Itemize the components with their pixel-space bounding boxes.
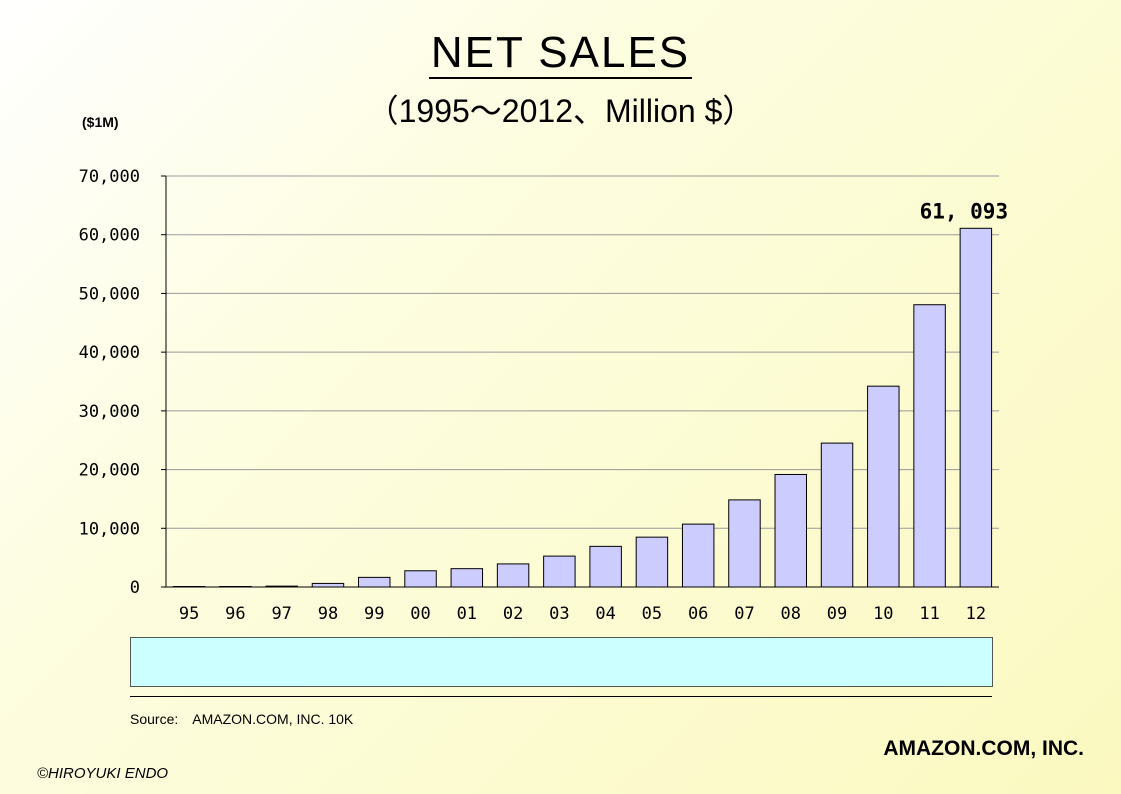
bar-98 (311, 582, 345, 588)
x-tick-label: 02 (503, 604, 523, 624)
x-tick-label: 06 (688, 604, 708, 624)
bar-chart: 0 10,000 20,000 30,000 40,000 50,000 60,000 70,… (79, 167, 1009, 624)
copyright-notice: ©HIROYUKI ENDO (37, 765, 169, 782)
x-tick-label: 08 (781, 604, 801, 624)
x-tick-label: 07 (734, 604, 754, 624)
bar-10 (867, 385, 900, 588)
chart-subtitle: （1995～2012、Million $） (366, 93, 755, 129)
divider-line (130, 696, 992, 697)
x-tick-label: 09 (827, 604, 847, 624)
x-tick-label: 10 (873, 604, 893, 624)
x-tick-label: 03 (549, 604, 569, 624)
x-tick-label: 05 (642, 604, 662, 624)
bar-04 (589, 545, 622, 588)
y-tick-label: 30,000 (79, 402, 140, 422)
bar-05 (635, 536, 669, 588)
bar-08 (774, 473, 807, 588)
y-tick-label: 10,000 (79, 519, 140, 539)
bar-07 (728, 499, 761, 588)
bar-01 (450, 568, 484, 588)
x-tick-label: 99 (364, 604, 384, 624)
company-name: AMAZON.COM, INC. (883, 737, 1084, 760)
x-tick-label: 11 (919, 604, 939, 624)
x-tick-label: 97 (271, 604, 291, 624)
source-text: AMAZON.COM, INC. 10K (192, 711, 354, 727)
legend-box (130, 637, 993, 687)
x-tick-label: 98 (318, 604, 338, 624)
bar-00 (404, 570, 437, 588)
y-tick-label: 50,000 (79, 284, 140, 304)
bar-99 (358, 576, 391, 588)
x-tick-label: 96 (225, 604, 245, 624)
x-tick-label: 12 (966, 604, 986, 624)
bar-06 (681, 523, 715, 588)
bar-97 (265, 585, 298, 588)
bar-12 (959, 227, 993, 588)
source-label: Source: (130, 711, 179, 727)
x-tick-label: 04 (595, 604, 615, 624)
bar-02 (496, 563, 530, 588)
bar-03 (543, 555, 576, 588)
x-tick-label: 01 (457, 604, 477, 624)
chart-title: NET SALES (428, 28, 693, 79)
y-tick-label: 40,000 (79, 343, 140, 363)
x-tick-label: 95 (179, 604, 199, 624)
y-tick-label: 0 (130, 578, 140, 598)
x-tick-label: 00 (410, 604, 430, 624)
data-label: 61, 093 (920, 199, 1009, 223)
source-note: Source: AMAZON.COM, INC. 10K (130, 711, 353, 727)
bar-95 (172, 586, 206, 588)
y-tick-label: 20,000 (79, 461, 140, 481)
bar-11 (913, 304, 946, 588)
y-axis-unit-label: ($1M) (82, 114, 119, 130)
bar-96 (219, 586, 252, 588)
y-tick-label: 60,000 (79, 226, 140, 246)
bar-09 (820, 442, 854, 588)
y-tick-label: 70,000 (79, 167, 140, 187)
